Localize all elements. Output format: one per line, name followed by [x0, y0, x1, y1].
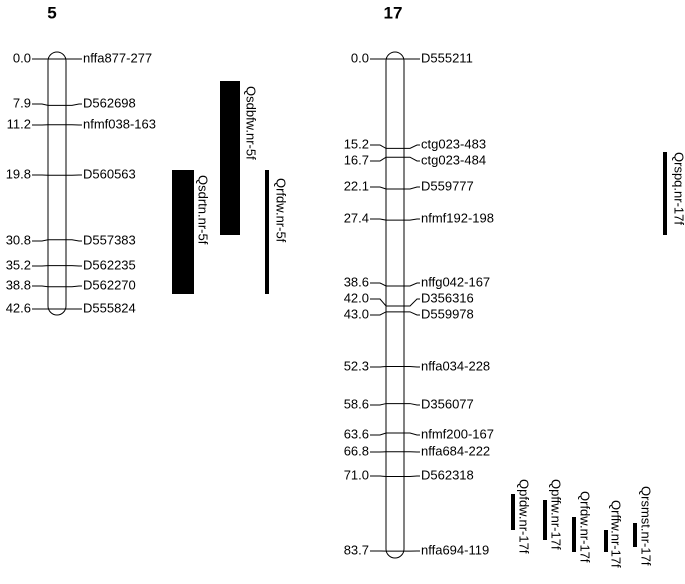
- marker-position: 15.2: [344, 136, 369, 151]
- marker-name: nfmf192-198: [421, 210, 494, 225]
- marker-position: 38.6: [344, 274, 369, 289]
- qtl-label: Qrfdw.nr-5f: [274, 178, 289, 243]
- marker-name: nfmf200-167: [421, 426, 494, 441]
- marker-name: D555211: [421, 50, 473, 65]
- marker-name: ctg023-484: [421, 152, 486, 167]
- qtl-label: Qsdbfw.nr-5f: [244, 86, 259, 160]
- marker-name: D562318: [421, 467, 474, 482]
- marker-position: 7.9: [13, 95, 31, 110]
- qtl-bar: [604, 530, 608, 552]
- qtl-label: Qrsmst.nr-17f: [639, 486, 654, 566]
- marker-name: D562270: [83, 277, 136, 292]
- qtl-bar: [172, 170, 194, 294]
- marker-tick: [32, 103, 82, 106]
- qtl-bar: [543, 500, 547, 540]
- marker-tick: [370, 156, 420, 162]
- chromosome: [385, 51, 405, 559]
- qtl-label: Qpffw.nr-17f: [549, 479, 564, 550]
- marker-position: 38.8: [6, 277, 31, 292]
- marker-position: 0.0: [351, 50, 369, 65]
- marker-tick: [370, 218, 420, 221]
- marker-tick: [370, 282, 420, 287]
- qtl-bar: [511, 494, 515, 530]
- marker-name: D555824: [83, 300, 136, 315]
- marker-tick: [370, 144, 420, 149]
- marker-name: nffg042-167: [421, 274, 490, 289]
- group-title: 5: [47, 3, 56, 22]
- marker-name: D356316: [421, 290, 474, 305]
- marker-name: D562698: [83, 95, 136, 110]
- marker-position: 42.0: [344, 290, 369, 305]
- marker-name: D559978: [421, 306, 474, 321]
- qtl-bar: [220, 81, 240, 235]
- marker-name: nffa684-222: [421, 443, 490, 458]
- qtl-bar: [633, 523, 637, 547]
- marker-position: 16.7: [344, 152, 369, 167]
- marker-position: 0.0: [13, 50, 31, 65]
- marker-tick: [370, 403, 420, 406]
- chromosome: [47, 51, 67, 316]
- marker-position: 19.8: [6, 166, 31, 181]
- marker-position: 35.2: [6, 257, 31, 272]
- marker-name: nffa694-119: [421, 542, 489, 557]
- marker-position: 42.6: [6, 300, 31, 315]
- marker-name: D562235: [83, 257, 136, 272]
- marker-tick: [370, 432, 420, 436]
- qtl-label: Qrffw.nr-17f: [609, 500, 624, 568]
- marker-tick: [32, 239, 82, 242]
- marker-tick: [32, 285, 82, 288]
- marker-name: nffa034-228: [421, 358, 490, 373]
- marker-position: 83.7: [344, 542, 369, 557]
- qtl-bar: [572, 517, 576, 552]
- marker-name: D559777: [421, 178, 474, 193]
- marker-position: 71.0: [344, 467, 369, 482]
- marker-position: 43.0: [344, 306, 369, 321]
- qtl-label: Qsdrtn.nr-5f: [196, 175, 211, 245]
- qtl-label: Qrspq.nr-17f: [672, 152, 685, 225]
- marker-position: 52.3: [344, 358, 369, 373]
- qtl-bar: [265, 170, 269, 294]
- marker-tick: [370, 186, 420, 190]
- qtl-label: Qrfdw.nr-17f: [578, 491, 593, 563]
- marker-name: nffa877-277: [83, 50, 152, 65]
- marker-name: ctg023-483: [421, 136, 486, 151]
- group-title: 17: [384, 3, 403, 22]
- marker-name: D557383: [83, 232, 136, 247]
- marker-position: 30.8: [6, 232, 31, 247]
- marker-tick: [370, 298, 420, 307]
- marker-position: 11.2: [7, 116, 31, 131]
- marker-name: D356077: [421, 396, 474, 411]
- qtl-label: Qpfdw.nr-17f: [517, 479, 532, 554]
- marker-name: nfmf038-163: [83, 116, 156, 131]
- marker-position: 66.8: [344, 443, 369, 458]
- marker-position: 63.6: [344, 426, 369, 441]
- marker-position: 22.1: [344, 178, 369, 193]
- marker-tick: [370, 311, 420, 316]
- marker-position: 58.6: [344, 396, 369, 411]
- marker-name: D560563: [83, 166, 136, 181]
- marker-position: 27.4: [344, 210, 369, 225]
- qtl-bar: [663, 152, 667, 235]
